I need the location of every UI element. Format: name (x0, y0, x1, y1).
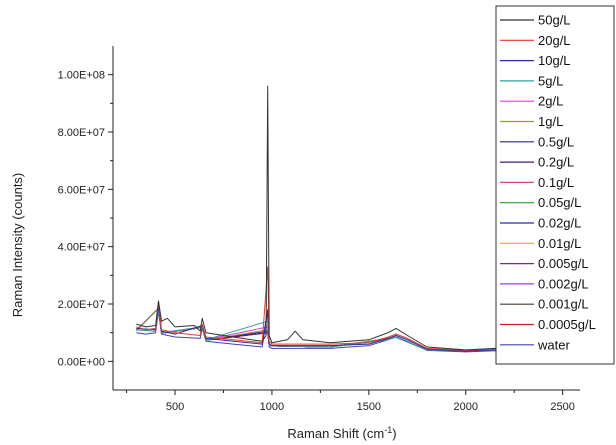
series-line-2g-l (136, 306, 521, 353)
legend-label: 0.1g/L (538, 175, 574, 190)
legend-label: 5g/L (538, 73, 563, 88)
series-line-5g-l (136, 306, 521, 353)
legend-label: 2g/L (538, 94, 563, 109)
x-tick-label: 1000 (260, 401, 284, 413)
legend-label: water (537, 337, 570, 352)
legend: 50g/L 20g/L 10g/L 5g/L 2g/L 1g/L 0.5g/L 0.2g/L 0… (495, 5, 615, 365)
x-axis-title: Raman Shift (cm-1) (287, 425, 396, 441)
legend-label: 0.5g/L (538, 134, 574, 149)
y-tick-label: 0.00E+00 (58, 356, 105, 368)
x-tick-label: 500 (166, 401, 184, 413)
legend-label: 0.0005g/L (538, 317, 596, 332)
y-tick-label: 1.00E+08 (58, 70, 105, 82)
legend-label: 0.005g/L (538, 256, 589, 271)
y-tick-label: 4.00E+07 (58, 242, 105, 254)
y-axis-title: Raman Intensity (counts) (10, 173, 25, 318)
legend-label: 1g/L (538, 114, 563, 129)
series-line-50g-l (136, 85, 521, 351)
y-tick-label: 2.00E+07 (58, 299, 105, 311)
legend-label: 10g/L (538, 53, 571, 68)
legend-label: 20g/L (538, 33, 571, 48)
series-lines (135, 85, 521, 353)
y-tick-label: 8.00E+07 (58, 127, 105, 139)
legend-label: 0.001g/L (538, 297, 589, 312)
y-tick-label: 6.00E+07 (58, 184, 105, 196)
legend-label: 0.2g/L (538, 155, 574, 170)
x-tick-label: 2500 (550, 401, 574, 413)
legend-label: 0.02g/L (538, 216, 581, 231)
x-axis: 500 1000 1500 2000 2500 (113, 389, 580, 413)
x-tick-label: 1500 (357, 401, 381, 413)
legend-label: 0.05g/L (538, 195, 581, 210)
x-tick-label: 2000 (453, 401, 477, 413)
legend-label: 0.01g/L (538, 236, 581, 251)
y-axis: 0.00E+00 2.00E+07 4.00E+07 6.00E+07 8.00E+07… (58, 46, 114, 390)
legend-label: 0.002g/L (538, 276, 589, 291)
series-line-10g-l (136, 303, 521, 352)
series-line-20g-l (136, 266, 521, 351)
legend-label: 50g/L (538, 13, 571, 28)
